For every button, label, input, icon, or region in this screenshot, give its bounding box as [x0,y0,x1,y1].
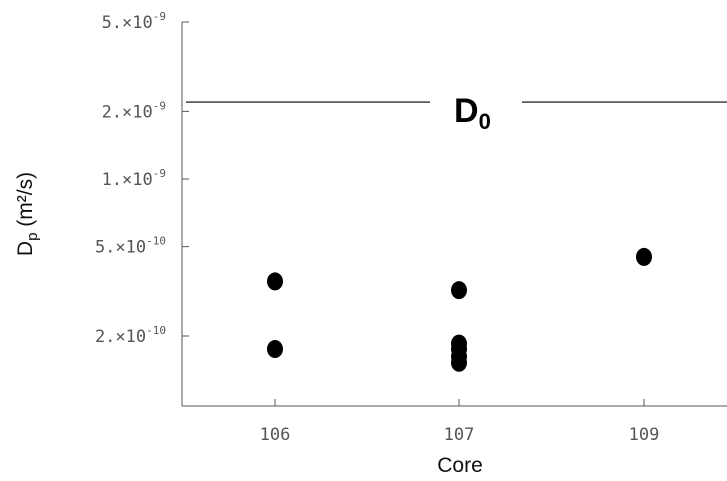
y-tick-exponent: -9 [153,99,166,112]
reference-line-group: D0 [186,92,727,134]
y-tick-mantissa: 1.×10 [102,170,153,190]
y-tick-label: 1.×10-9 [102,167,166,190]
data-point [267,340,283,359]
x-tick-label: 106 [260,425,291,445]
y-tick-exponent: -9 [153,10,166,23]
y-tick-mantissa: 5.×10 [102,13,153,33]
y-tick-label: 5.×10-10 [95,235,166,258]
x-axis-title: Core [437,454,483,477]
reference-line-label: D0 [454,92,491,134]
x-axis-ticks: 106 107 109 [260,399,660,445]
axes [181,22,727,407]
y-axis-title-sub: p [24,233,41,241]
y-tick-exponent: -9 [153,167,166,180]
y-tick-label: 2.×10-9 [102,99,166,122]
data-points [267,247,652,372]
reference-label-sub: 0 [479,109,491,134]
y-tick-exponent: -10 [146,235,166,248]
y-axis-title: Dp (m²/s) [14,172,41,256]
y-axis-title-units: (m²/s) [14,172,37,233]
y-axis-title-main: D [14,241,37,256]
reference-label-main: D [454,92,479,130]
x-tick-label: 107 [444,425,475,445]
x-tick-label: 109 [629,425,660,445]
y-axis-ticks: 5.×10-92.×10-91.×10-95.×10-102.×10-10 [95,10,189,347]
y-tick-mantissa: 2.×10 [102,102,153,122]
y-tick-label: 2.×10-10 [95,324,166,347]
y-tick-exponent: -10 [146,324,166,337]
data-point [451,353,467,372]
data-point [451,281,467,300]
data-point [636,247,652,266]
data-point [267,272,283,291]
y-tick-mantissa: 5.×10 [95,238,146,258]
y-tick-mantissa: 2.×10 [95,327,146,347]
y-tick-label: 5.×10-9 [102,10,166,33]
